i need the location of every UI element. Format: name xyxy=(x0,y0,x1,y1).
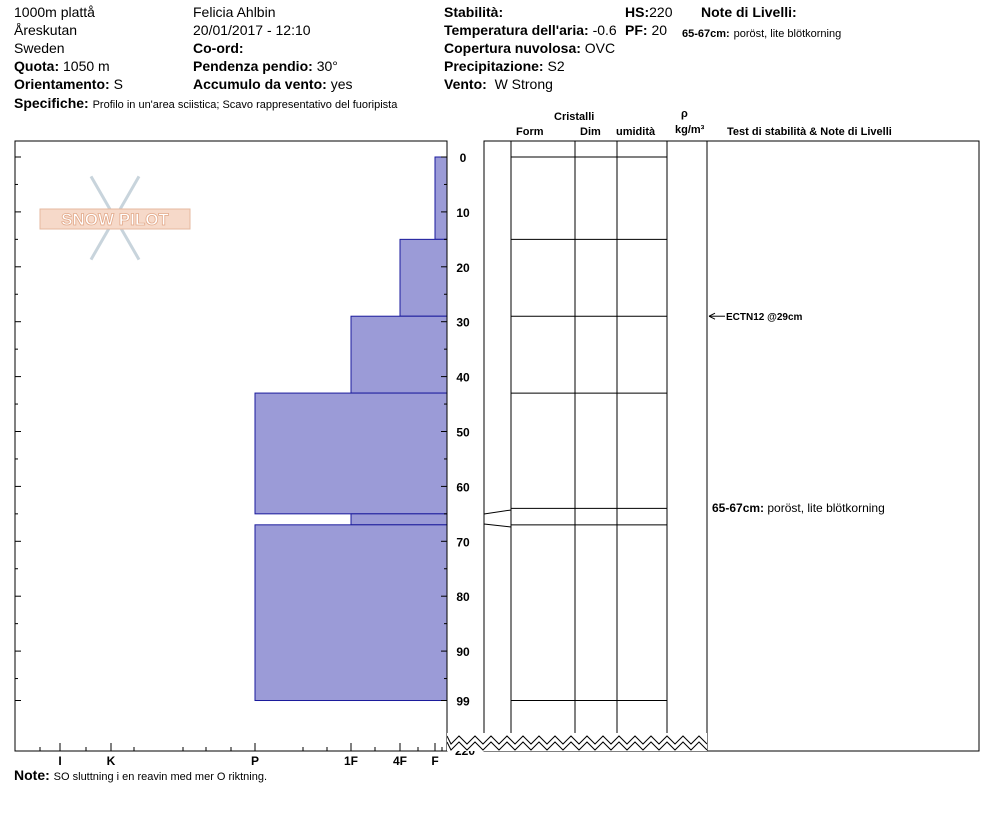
depth-axis: 010203040506070809099220 xyxy=(15,151,708,758)
note-text: SO sluttning i en reavin med mer O riktn… xyxy=(53,771,268,783)
area-name: Åreskutan xyxy=(14,22,78,38)
elevation: Quota: 1050 m xyxy=(14,58,110,74)
hardness-tick-label: 4F xyxy=(393,754,407,768)
hs-value: 220 xyxy=(649,4,673,20)
wind: Vento: W Strong xyxy=(444,76,553,92)
size-header: Dim xyxy=(580,126,601,138)
footer-note: Note: SO sluttning i en reavin med mer O… xyxy=(14,767,267,783)
header-layer-note-depth: 65-67cm: xyxy=(682,28,730,40)
layer-table-frame xyxy=(483,140,980,752)
air-temp: Temperatura dell'aria: -0.6 xyxy=(444,22,617,38)
depth-tick-label: 40 xyxy=(456,371,470,385)
cloud-value: OVC xyxy=(584,40,616,56)
stability-test-arrowhead xyxy=(708,312,716,320)
country-name: Sweden xyxy=(14,40,65,56)
aspect-value: S xyxy=(113,76,123,92)
depth-tick-label: 30 xyxy=(456,316,470,330)
wind-loading-value: yes xyxy=(330,76,353,92)
elevation-label: Quota: xyxy=(14,58,60,74)
pf-value: 20 xyxy=(651,22,668,38)
precipitation: Precipitazione: S2 xyxy=(444,58,565,74)
wind-loading: Accumulo da vento: yes xyxy=(193,76,352,92)
crystals-header: Cristalli xyxy=(554,111,595,123)
layer-boundaries xyxy=(483,156,667,702)
aspect-label: Orientamento: xyxy=(14,76,110,92)
stability-test-label: ECTN12 @29cm xyxy=(726,312,803,323)
layer-annotation-text: poröst, lite blötkorning xyxy=(767,501,884,515)
depth-tick-label: 20 xyxy=(456,261,470,275)
depth-tick-label: 90 xyxy=(456,645,470,659)
wind-label: Vento: xyxy=(444,76,487,92)
header-layer-note: 65-67cm: poröst, lite blötkorning xyxy=(682,24,841,40)
depth-tick-label: 10 xyxy=(456,206,470,220)
hardness-bar xyxy=(434,156,448,240)
precip-value: S2 xyxy=(547,58,565,74)
axis-break-zigzag xyxy=(446,735,708,745)
hardness-tick-label: I xyxy=(58,754,61,768)
hardness-bar xyxy=(350,513,448,526)
specifics-label: Specifiche: xyxy=(14,95,89,111)
specifics-value: Profilo in un'area sciistica; Scavo rapp… xyxy=(92,99,398,111)
note-label: Note: xyxy=(14,767,50,783)
hardness-tick-label: 1F xyxy=(344,754,358,768)
layer-connector xyxy=(483,509,512,515)
precip-label: Precipitazione: xyxy=(444,58,544,74)
stability-label: Stabilità: xyxy=(444,4,504,20)
pf-label: PF: xyxy=(625,22,648,38)
cloud-label: Copertura nuvolosa: xyxy=(444,40,581,56)
stability-notes-header: Test di stabilità & Note di Livelli xyxy=(727,126,892,138)
location-name: 1000m plattå xyxy=(14,4,95,20)
depth-tick-label: 0 xyxy=(460,151,467,165)
stability-annotations: ECTN12 @29cm 65-67cm: poröst, lite blötko… xyxy=(708,312,885,515)
wind-value: W Strong xyxy=(494,76,553,92)
datetime: 20/01/2017 - 12:10 xyxy=(193,22,311,38)
aspect: Orientamento: S xyxy=(14,76,123,92)
hardness-tick-label: P xyxy=(251,754,259,768)
axis-break-zigzag xyxy=(446,741,708,751)
hardness-bar xyxy=(399,238,448,317)
watermark-text: SNOW PILOT xyxy=(61,210,169,229)
layer-connector xyxy=(483,523,512,528)
slope-label: Pendenza pendio: xyxy=(193,58,313,74)
depth-tick-label: 80 xyxy=(456,590,470,604)
watermark-band xyxy=(39,208,191,230)
pf: PF: 20 xyxy=(625,22,667,38)
depth-tick-label: 99 xyxy=(456,695,470,709)
density-unit-header: kg/m³ xyxy=(675,124,705,136)
slope-value: 30° xyxy=(316,58,338,74)
depth-tick-label: 70 xyxy=(456,535,470,549)
specifics: Specifiche: Profilo in un'area sciistica… xyxy=(14,95,397,111)
wind-loading-label: Accumulo da vento: xyxy=(193,76,327,92)
hardness-axis: I K P 1F 4F F xyxy=(39,743,443,768)
rho-header: ρ xyxy=(681,108,688,120)
form-header: Form xyxy=(516,126,544,138)
hardness-bar xyxy=(254,392,448,515)
chart-frames xyxy=(14,140,980,752)
cloud-cover: Copertura nuvolosa: OVC xyxy=(444,40,615,56)
moisture-header: umidità xyxy=(616,126,656,138)
snowpilot-watermark: SNOW PILOT xyxy=(39,175,191,261)
coord-label: Co-ord: xyxy=(193,40,244,56)
layer-annotation-depth: 65-67cm: xyxy=(712,501,767,515)
elevation-value: 1050 m xyxy=(63,58,110,74)
hardness-tick-label: F xyxy=(431,754,438,768)
layer-notes-label: Note di Livelli: xyxy=(701,4,797,20)
hardness-bar xyxy=(350,315,448,394)
hardness-tick-label: K xyxy=(107,754,116,768)
hs: HS:220 xyxy=(625,4,672,20)
layer-annotation: 65-67cm: poröst, lite blötkorning xyxy=(712,501,885,515)
hardness-bars xyxy=(254,156,448,702)
air-temp-value: -0.6 xyxy=(592,22,617,38)
observer: Felicia Ahlbin xyxy=(193,4,276,20)
header-layer-note-text: poröst, lite blötkorning xyxy=(733,28,842,40)
hs-label: HS: xyxy=(625,4,650,20)
hardness-bar xyxy=(254,524,448,702)
air-temp-label: Temperatura dell'aria: xyxy=(444,22,589,38)
depth-tick-label: 60 xyxy=(456,480,470,494)
slope: Pendenza pendio: 30° xyxy=(193,58,338,74)
depth-tick-label: 50 xyxy=(456,426,470,440)
